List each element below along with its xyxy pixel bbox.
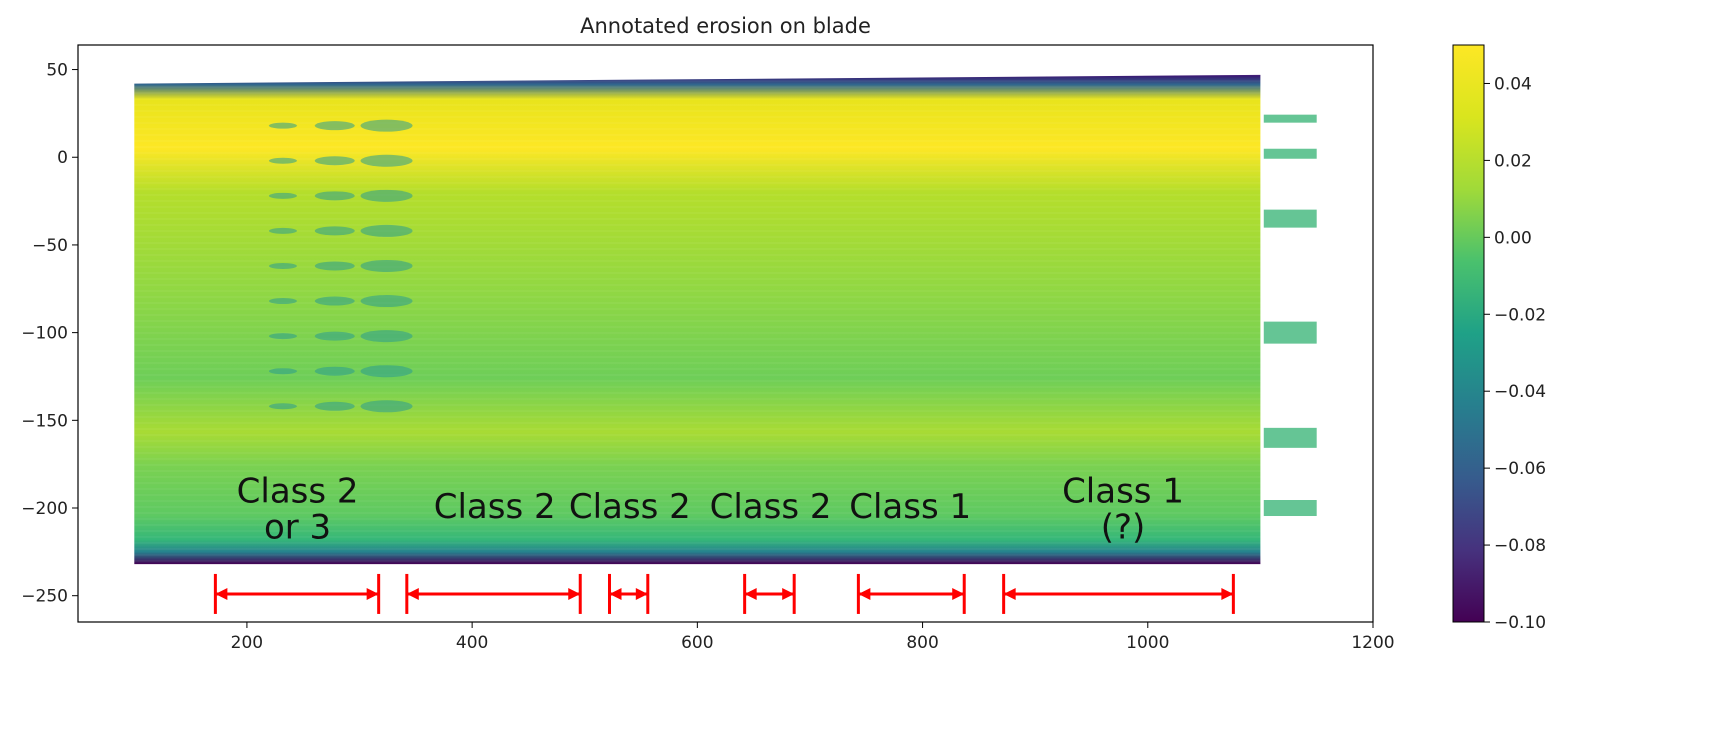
erosion-mark (268, 368, 297, 375)
erosion-mark (314, 191, 355, 201)
x-tick-label: 800 (906, 633, 938, 653)
arrow-head-right (782, 587, 795, 600)
annotation-label: Class 2 or 3 (237, 471, 359, 547)
colorbar-tick-label: −0.02 (1494, 305, 1546, 325)
annotation-label-line: Class 1 (849, 487, 971, 527)
erosion-mark (314, 121, 355, 131)
y-tick-label: −100 (21, 324, 68, 344)
colorbar-gradient (1452, 44, 1485, 623)
erosion-mark (268, 298, 297, 305)
erosion-mark (314, 261, 355, 271)
y-tick-label: −150 (21, 411, 68, 431)
y-axis: 50 0 −50 −100 −150 −200 −250 (21, 61, 78, 607)
y-tick-label: 50 (46, 61, 68, 81)
colorbar-tick-label: −0.06 (1494, 459, 1546, 479)
arrow-head-right (366, 587, 379, 600)
colorbar-tick-label: 0.02 (1494, 151, 1532, 171)
x-tick-label: 1200 (1351, 633, 1394, 653)
y-tick-label: −250 (21, 587, 68, 607)
erosion-mark (314, 331, 355, 341)
arrow-head-right (1221, 587, 1234, 600)
annotation-label-line: or 3 (264, 507, 331, 547)
blade-fragment (1263, 114, 1317, 123)
colorbar-tick-label: −0.08 (1494, 536, 1546, 556)
colorbar-tick-label: 0.00 (1494, 228, 1532, 248)
y-tick-label: −50 (32, 236, 68, 256)
colorbar: 0.04 0.02 0.00 −0.02 −0.04 −0.06 −0.08 −0.10 (1452, 44, 1546, 633)
arrow-head-left (609, 587, 622, 600)
annotation-label: Class 1 (?) (1062, 471, 1184, 547)
erosion-mark (314, 366, 355, 376)
erosion-mark (268, 122, 297, 129)
erosion-mark (360, 295, 413, 308)
annotation-label-line: (?) (1101, 507, 1146, 547)
annotation-label: Class 2 (434, 487, 556, 527)
plot-frame (77, 44, 1374, 623)
erosion-mark (360, 330, 413, 343)
arrow-head-left (1003, 587, 1016, 600)
erosion-mark (360, 224, 413, 237)
blade-fragment (1263, 321, 1317, 344)
blade-fragment (1263, 427, 1317, 448)
erosion-mark (314, 156, 355, 166)
annotation-arrow (856, 573, 966, 614)
arrow-head-left (406, 587, 419, 600)
annotation-label-line: Class 2 (434, 487, 556, 527)
annotation-arrow (405, 573, 582, 614)
annotation-label-line: Class 2 (237, 471, 359, 511)
x-tick-label: 400 (456, 633, 488, 653)
annotation-label-line: Class 1 (1062, 471, 1184, 511)
x-tick-label: 1000 (1126, 633, 1169, 653)
erosion-mark (360, 365, 413, 378)
annotation-arrows (213, 573, 1235, 614)
erosion-mark (268, 157, 297, 164)
erosion-mark (360, 259, 413, 272)
erosion-mark (360, 189, 413, 202)
blade-texture (134, 74, 1261, 565)
chart-title: Annotated erosion on blade (580, 14, 871, 38)
colorbar-tick-label: −0.10 (1494, 613, 1546, 633)
annotation-arrow (608, 573, 650, 614)
blade-surface (134, 74, 1317, 565)
erosion-mark (268, 192, 297, 199)
erosion-mark (268, 262, 297, 269)
blade-fragment (1263, 148, 1317, 159)
annotation-label-line: Class 2 (569, 487, 691, 527)
colorbar-tick-label: 0.04 (1494, 74, 1532, 94)
annotation-label-line: Class 2 (710, 487, 832, 527)
arrow-head-left (858, 587, 871, 600)
arrow-head-left (744, 587, 757, 600)
annotation-arrow (743, 573, 796, 614)
x-axis: 200 400 600 800 1000 1200 (231, 622, 1395, 653)
x-tick-label: 200 (231, 633, 263, 653)
erosion-mark (314, 226, 355, 236)
x-tick-label: 600 (681, 633, 713, 653)
colorbar-tick-label: −0.04 (1494, 382, 1546, 402)
annotation-arrow (1002, 573, 1235, 614)
arrow-head-right (568, 587, 581, 600)
annotation-label: Class 1 (849, 487, 971, 527)
erosion-mark (268, 227, 297, 234)
erosion-mark (268, 333, 297, 340)
erosion-mark (360, 154, 413, 167)
y-tick-label: 0 (57, 148, 68, 168)
erosion-mark (314, 296, 355, 306)
arrow-head-right (635, 587, 648, 600)
annotation-arrow (213, 573, 381, 614)
annotation-label: Class 2 (710, 487, 832, 527)
erosion-mark (268, 403, 297, 410)
blade-fragment (1263, 500, 1317, 517)
annotation-label: Class 2 (569, 487, 691, 527)
erosion-mark (314, 401, 355, 411)
erosion-mark (360, 119, 413, 132)
arrow-head-right (952, 587, 965, 600)
blade-fragment (1263, 209, 1317, 228)
erosion-mark (360, 400, 413, 413)
arrow-head-left (215, 587, 228, 600)
colorbar-ticks: 0.04 0.02 0.00 −0.02 −0.04 −0.06 −0.08 −0.10 (1484, 74, 1546, 633)
y-tick-label: −200 (21, 499, 68, 519)
